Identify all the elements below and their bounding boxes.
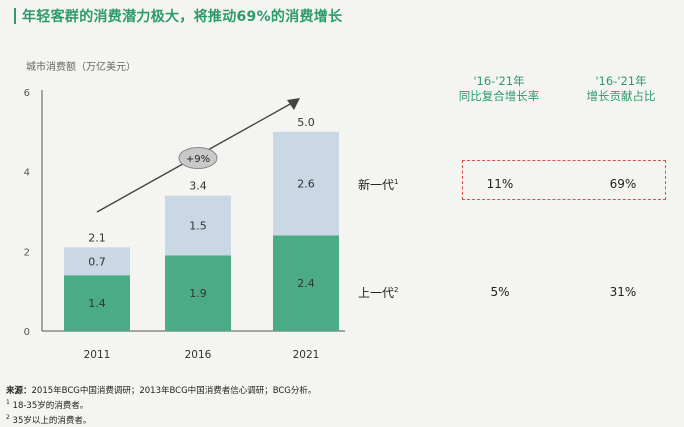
highlight-box-new-generation (462, 160, 666, 200)
data-label: 1.9 (189, 287, 207, 300)
data-label: 2.6 (297, 178, 315, 191)
footer-source-key: 来源： (6, 386, 32, 396)
bar-segment-2021-lower (273, 235, 339, 331)
bar-segment-2011-lower (64, 275, 130, 331)
row-label-new-generation-text: 新一代 (358, 178, 395, 192)
x-tick-label-2021: 2021 (293, 349, 320, 361)
footer-source-text: 2015年BCG中国消费调研；2013年BCG中国消费者信心调研；BCG分析。 (31, 386, 317, 396)
footer-note-1-mark: 1 (6, 399, 10, 406)
x-tick-label-2011: 2011 (84, 349, 111, 361)
cell-new-generation-contribution: 69% (609, 177, 637, 191)
growth-annotation-text: +9% (186, 154, 210, 165)
bar-segment-2016-lower (165, 255, 231, 331)
page-title: 年轻客群的消费潜力极大，将推动69%的消费增长 (22, 9, 343, 25)
row-label-new-generation: 新一代1 (358, 176, 398, 193)
row-note-mark-2: 2 (394, 286, 399, 294)
column-header-contribution: '16-'21年 增长贡献占比 (566, 74, 676, 104)
data-label: 1.5 (189, 219, 207, 232)
data-label: 2.4 (297, 277, 315, 290)
trend-arrow-head (287, 98, 300, 110)
y-tick-label: 2 (24, 247, 30, 258)
bar-segment-2016-upper (165, 195, 231, 256)
footer-note-2: 2 35岁以上的消费者。 (6, 412, 316, 427)
column-header-cagr: '16-'21年 同比复合增长率 (444, 74, 554, 104)
cell-old-generation-cagr: 5% (490, 285, 510, 299)
total-label-2021: 5.0 (297, 116, 315, 129)
footer-source-line: 来源：2015年BCG中国消费调研；2013年BCG中国消费者信心调研；BCG分… (6, 386, 316, 397)
y-tick-label: 0 (24, 327, 30, 338)
cell-new-generation-cagr: 11% (486, 177, 514, 191)
row-label-old-generation: 上一代2 (358, 284, 398, 301)
title-bar: 年轻客群的消费潜力极大，将推动69%的消费增长 (14, 6, 342, 26)
data-label: 0.7 (88, 255, 106, 268)
footer-note-1: 1 18-35岁的消费者。 (6, 397, 316, 412)
bar-segment-2011-upper (64, 247, 130, 276)
y-tick-label: 4 (24, 168, 30, 179)
data-label: 1.4 (88, 297, 106, 310)
row-label-old-generation-text: 上一代 (358, 286, 395, 300)
x-tick-label-2016: 2016 (185, 349, 212, 361)
cell-old-generation-contribution: 31% (609, 285, 637, 299)
footer-note-2-text: 35岁以上的消费者。 (12, 415, 92, 426)
y-tick-label: 6 (24, 88, 30, 99)
column-header-contribution-text: '16-'21年 增长贡献占比 (586, 74, 656, 103)
total-label-2011: 2.1 (88, 231, 106, 244)
footer-note-1-text: 18-35岁的消费者。 (12, 400, 89, 411)
y-axis-label: 城市消费额（万亿美元） (26, 62, 136, 73)
row-note-mark-1: 1 (394, 178, 399, 186)
total-label-2016: 3.4 (189, 180, 207, 193)
footer-notes: 来源：2015年BCG中国消费调研；2013年BCG中国消费者信心调研；BCG分… (6, 386, 316, 427)
footer-note-2-mark: 2 (6, 413, 10, 421)
bar-segment-2021-upper (273, 131, 339, 236)
title-accent-rule (14, 8, 16, 24)
growth-annotation-bubble (178, 147, 218, 169)
column-header-cagr-text: '16-'21年 同比复合增长率 (458, 74, 540, 103)
